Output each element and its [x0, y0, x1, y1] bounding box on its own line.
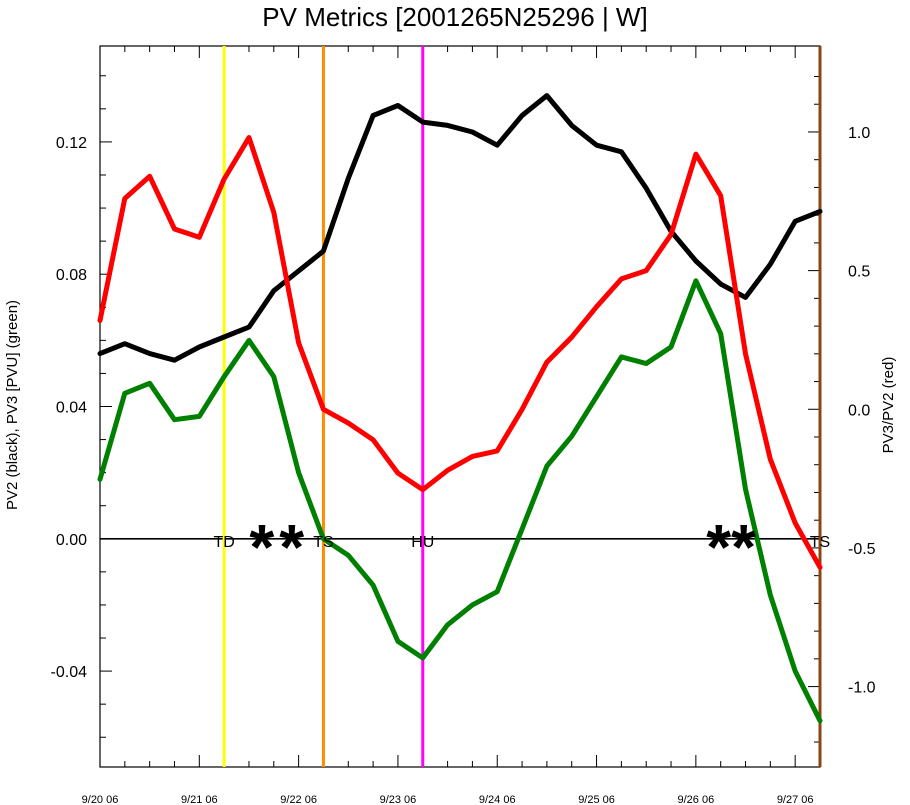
x-tick-label: 9/20 06 [82, 794, 119, 805]
series-line-pv3-pv2 [97, 135, 823, 570]
asterisk-marker: * [706, 511, 731, 583]
y-axis-right-label: PV3/PV2 (red) [880, 357, 897, 454]
y-left-tick-label: 0.08 [56, 267, 87, 284]
stage-label-hu: HU [411, 534, 434, 551]
stage-label-ts: TS [313, 534, 333, 551]
asterisk-marker: * [731, 511, 756, 583]
x-tick-label: 9/26 06 [678, 794, 715, 805]
stage-label-ts: TS [810, 534, 830, 551]
y-right-tick-label: -0.5 [848, 541, 876, 558]
y-right-tick-label: 0.0 [848, 402, 870, 419]
chart-title: PV Metrics [2001265N25296 | W] [262, 2, 647, 32]
asterisk-marker: * [279, 511, 304, 583]
y-left-tick-label: -0.04 [51, 664, 88, 681]
x-tick-label: 9/21 06 [181, 794, 218, 805]
x-tick-label: 9/22 06 [280, 794, 317, 805]
y-right-tick-label: -1.0 [848, 680, 876, 697]
series-line-pv3 [97, 278, 823, 724]
stage-label-td: TD [213, 534, 234, 551]
y-left-tick-label: 0.04 [56, 400, 87, 417]
y-axis-left-label: PV2 (black), PV3 [PVU] (green) [4, 300, 21, 510]
x-tick-label: 9/27 06 [777, 794, 814, 805]
y-left-tick-label: 0.00 [56, 532, 87, 549]
x-tick-label: 9/24 06 [479, 794, 516, 805]
asterisk-marker: * [249, 511, 274, 583]
x-tick-label: 9/25 06 [578, 794, 615, 805]
series-line-pv2 [97, 93, 823, 363]
y-left-tick-label: 0.12 [56, 135, 87, 152]
x-tick-label: 9/23 06 [380, 794, 417, 805]
y-right-tick-label: 1.0 [848, 125, 870, 142]
y-right-tick-label: 0.5 [848, 264, 870, 281]
plot-area: 9/20 06 9/21 06 9/22 06 9/23 06 9/24 06 9/25 … [51, 45, 876, 805]
